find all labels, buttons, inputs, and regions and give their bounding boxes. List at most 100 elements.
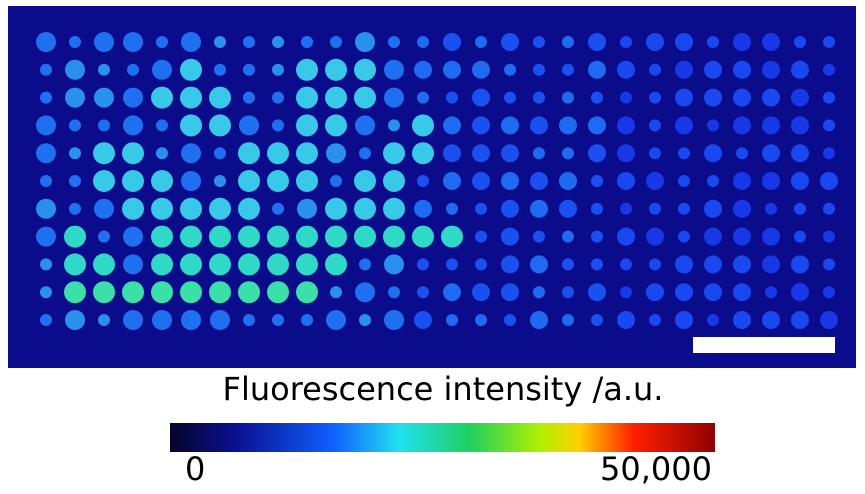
spot: [501, 283, 519, 301]
spot: [704, 89, 722, 107]
spot: [791, 311, 809, 329]
spot: [122, 281, 144, 303]
spot: [762, 33, 780, 51]
spot: [617, 61, 635, 79]
spot: [180, 59, 202, 81]
spot: [823, 203, 835, 215]
spot: [296, 114, 318, 136]
spot: [388, 36, 400, 48]
spot: [388, 286, 400, 298]
spot: [678, 147, 690, 159]
spot: [733, 283, 751, 301]
spot: [239, 115, 259, 135]
spot: [675, 116, 693, 134]
spot: [151, 281, 173, 303]
spot: [675, 89, 693, 107]
spot: [359, 314, 371, 326]
spot: [765, 286, 777, 298]
spot: [475, 203, 487, 215]
spot: [823, 147, 835, 159]
spot: [704, 255, 722, 273]
spot: [301, 36, 313, 48]
spot: [591, 231, 603, 243]
spot: [823, 286, 835, 298]
spot: [620, 258, 632, 270]
spot: [649, 314, 661, 326]
spot: [384, 88, 404, 108]
spot: [704, 200, 722, 218]
spot: [354, 170, 376, 192]
colorbar-tick-label: 50,000: [600, 450, 712, 488]
spot: [238, 198, 260, 220]
spot: [675, 255, 693, 273]
spot: [791, 116, 809, 134]
spot: [267, 142, 289, 164]
spot: [762, 61, 780, 79]
spot: [210, 310, 230, 330]
spot: [794, 231, 806, 243]
spot: [272, 92, 284, 104]
spot: [272, 36, 284, 48]
spot: [504, 64, 516, 76]
spot: [93, 253, 115, 275]
spot: [533, 64, 545, 76]
spot: [156, 36, 168, 48]
spot: [180, 281, 202, 303]
spot: [446, 314, 458, 326]
spot: [446, 203, 458, 215]
spot: [69, 119, 81, 131]
spot: [98, 231, 110, 243]
spot: [325, 114, 347, 136]
spot: [704, 228, 722, 246]
spot: [704, 144, 722, 162]
spot: [152, 310, 172, 330]
spot: [383, 226, 405, 248]
spot: [156, 147, 168, 159]
spot: [272, 64, 284, 76]
spot: [501, 33, 519, 51]
spot: [649, 147, 661, 159]
spot: [209, 281, 231, 303]
spot: [123, 32, 143, 52]
spot: [209, 114, 231, 136]
spot: [562, 231, 574, 243]
spot: [733, 228, 751, 246]
spot: [591, 92, 603, 104]
spot: [443, 33, 461, 51]
spot: [93, 170, 115, 192]
spot: [123, 310, 143, 330]
spot: [617, 144, 635, 162]
spot: [504, 314, 516, 326]
spot: [441, 226, 463, 248]
spot: [533, 147, 545, 159]
spot: [562, 286, 574, 298]
spot: [591, 203, 603, 215]
spot: [733, 200, 751, 218]
spot: [620, 286, 632, 298]
spot: [243, 36, 255, 48]
spot: [678, 203, 690, 215]
spot: [69, 36, 81, 48]
spot: [414, 200, 432, 218]
spot: [472, 172, 490, 190]
spot: [272, 203, 284, 215]
spot: [272, 119, 284, 131]
spot: [180, 114, 202, 136]
spot: [325, 198, 347, 220]
spot: [151, 198, 173, 220]
spot: [417, 175, 429, 187]
spot: [181, 171, 201, 191]
spot: [446, 92, 458, 104]
spot: [562, 92, 574, 104]
spot: [530, 116, 548, 134]
spot: [267, 253, 289, 275]
spot: [36, 115, 56, 135]
spot: [181, 310, 201, 330]
spot: [326, 310, 346, 330]
spot: [40, 175, 52, 187]
spot: [646, 172, 664, 190]
spot: [562, 36, 574, 48]
spot: [472, 61, 490, 79]
spot: [794, 36, 806, 48]
